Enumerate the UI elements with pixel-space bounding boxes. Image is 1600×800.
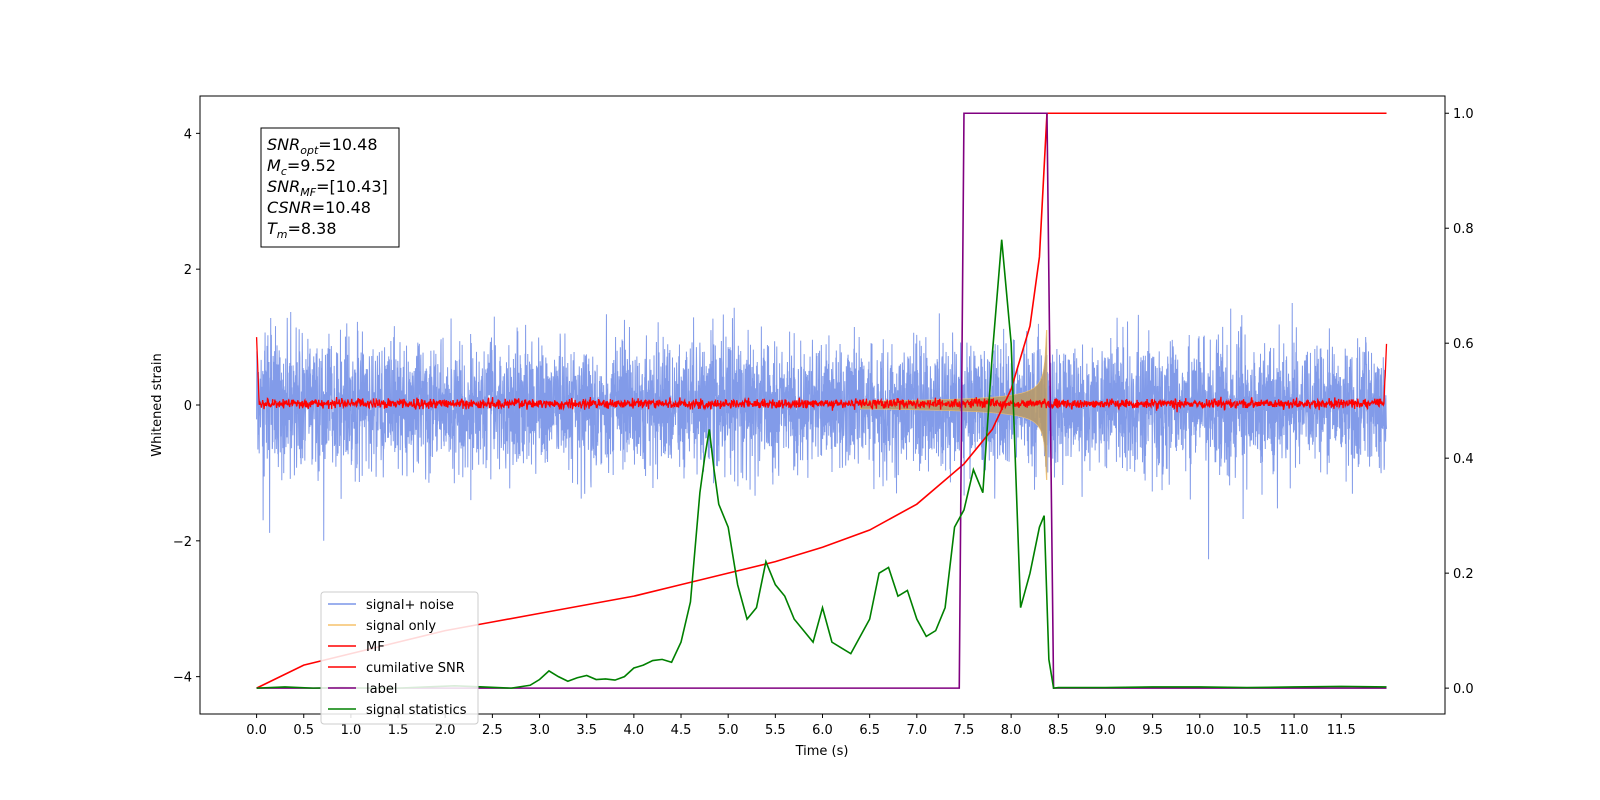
- x-tick-label: 10.5: [1232, 723, 1261, 738]
- x-tick-label: 10.0: [1185, 723, 1214, 738]
- y2-tick-label: 0.6: [1453, 337, 1474, 352]
- legend-entry: MF: [366, 640, 385, 655]
- x-tick-label: 7.5: [954, 723, 975, 738]
- y2-tick-label: 0.0: [1453, 682, 1474, 697]
- x-tick-label: 3.5: [576, 723, 597, 738]
- legend-frame: [320, 591, 479, 725]
- annotation-box: SNRopt=10.48 Mc=9.52 SNRMF=[10.43] CSNR=…: [260, 127, 400, 248]
- x-axis-label: Time (s): [795, 744, 849, 759]
- x-tick-label: 6.5: [859, 723, 880, 738]
- legend-entry: signal only: [366, 619, 436, 634]
- x-tick-label: 11.0: [1280, 723, 1309, 738]
- legend-entry: label: [366, 682, 397, 697]
- annotation-tm: Tm=8.38: [267, 219, 337, 241]
- x-tick-label: 11.5: [1327, 723, 1356, 738]
- legend-entry: cumilative SNR: [366, 661, 465, 676]
- legend-entry: signal statistics: [366, 703, 467, 718]
- x-tick-label: 7.0: [906, 723, 927, 738]
- y2-tick-label: 0.2: [1453, 567, 1474, 582]
- series-signal-noise: [256, 303, 1388, 560]
- x-tick-label: 3.0: [529, 723, 550, 738]
- y2-tick-label: 1.0: [1453, 107, 1474, 122]
- x-tick-label: 8.0: [1001, 723, 1022, 738]
- x-tick-label: 9.0: [1095, 723, 1116, 738]
- annotation-snr-mf: SNRMF=[10.43]: [267, 177, 388, 199]
- x-tick-label: 9.5: [1142, 723, 1163, 738]
- x-tick-label: 4.5: [671, 723, 692, 738]
- series-mf: [255, 337, 1388, 413]
- annotation-snr-opt: SNRopt=10.48: [267, 135, 378, 157]
- x-tick-label: 0.5: [293, 723, 314, 738]
- x-tick-label: 6.0: [812, 723, 833, 738]
- x-tick-label: 8.5: [1048, 723, 1069, 738]
- x-tick-label: 2.0: [435, 723, 456, 738]
- y-tick-label: 0: [184, 399, 192, 414]
- y-tick-label: 2: [184, 263, 192, 278]
- x-tick-label: 4.0: [624, 723, 645, 738]
- legend-entry: signal+ noise: [366, 598, 454, 613]
- y-axis-label: Whitened strain: [150, 353, 165, 456]
- x-axis: 0.0 0.5 1.0 1.5 2.0 2.5 3.0 3.5 4.0 4.5 5.0 5.5 6.0 6…: [246, 714, 1356, 738]
- x-tick-label: 2.5: [482, 723, 503, 738]
- legend: signal+ noise signal only MF cumilative SNR…: [320, 591, 479, 725]
- x-tick-label: 5.5: [765, 723, 786, 738]
- series-signal-statistics: [256, 239, 1387, 690]
- y-axis-right: 0.0 0.2 0.4 0.6 0.8 1.0: [1445, 107, 1474, 697]
- y-tick-label: −4: [173, 671, 192, 686]
- annotation-csnr: CSNR=10.48: [267, 198, 371, 217]
- y2-tick-label: 0.8: [1453, 222, 1474, 237]
- x-tick-label: 0.0: [246, 723, 267, 738]
- y-tick-label: −2: [173, 535, 192, 550]
- x-tick-label: 5.0: [718, 723, 739, 738]
- y2-tick-label: 0.4: [1453, 452, 1474, 467]
- annotation-mc: Mc=9.52: [267, 156, 336, 178]
- x-tick-label: 1.0: [341, 723, 362, 738]
- y-tick-label: 4: [184, 127, 192, 142]
- y-axis-left: −4 −2 0 2 4: [173, 127, 200, 686]
- x-tick-label: 1.5: [388, 723, 409, 738]
